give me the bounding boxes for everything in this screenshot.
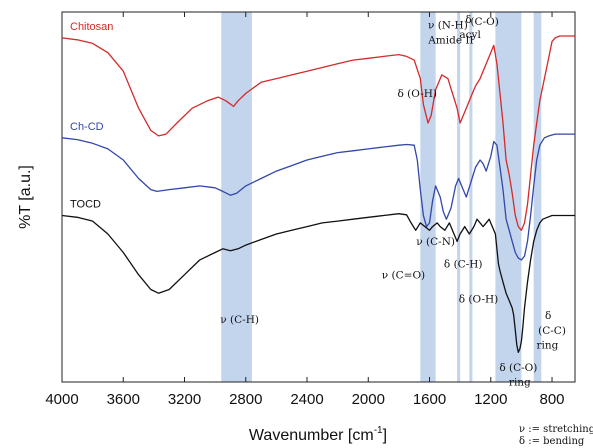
series-label: Ch-CD: [70, 121, 104, 133]
highlight-bands: [221, 12, 542, 382]
x-tick-label: 1200: [474, 391, 507, 408]
plot-frame: [61, 11, 576, 383]
x-tick-label: 2400: [290, 391, 323, 408]
series-label: TOCD: [70, 199, 101, 211]
series-label: Chitosan: [70, 21, 113, 33]
annotation-label: δ: [465, 14, 471, 26]
series-line-chitosan: [61, 35, 575, 231]
x-tick-label: 2000: [352, 391, 385, 408]
x-axis-title-sup: -1: [374, 425, 383, 436]
x-tick-label: 1600: [413, 391, 446, 408]
y-axis-title: %T [a.u.]: [17, 165, 34, 229]
x-tick-label: 4000: [45, 391, 78, 408]
annotation-label: δ (O-H): [397, 88, 437, 100]
highlight-band: [221, 12, 252, 382]
annotation-label: δ: [545, 310, 551, 322]
highlight-band: [420, 12, 436, 382]
annotation-label: (C-O): [470, 16, 498, 28]
x-axis-ticks: 4000 3600 3200 2800 2400 2000 1600 1200 800: [45, 12, 565, 408]
highlight-band: [457, 12, 461, 382]
annotation-label: ring: [509, 377, 531, 389]
series-layer: [61, 35, 575, 354]
series-labels: Chitosan Ch-CD TOCD: [70, 21, 113, 211]
annotation-label: ν (N-H): [428, 20, 468, 32]
x-tick-label: 3200: [168, 391, 201, 408]
x-axis-title-close: ]: [383, 427, 387, 444]
x-axis-title: Wavenumber [cm-1]: [249, 425, 387, 444]
annotation-label: (C-C): [538, 325, 566, 337]
note-bending: δ := bending: [519, 436, 585, 447]
annotation-label: ν (C-N): [416, 236, 455, 248]
note-stretching: ν := stretching: [519, 424, 593, 435]
x-tick-label: 800: [540, 391, 565, 408]
annotation-label: δ (O-H): [459, 293, 499, 305]
highlight-band: [469, 12, 473, 382]
annotation-label: ν (C=O): [382, 269, 425, 281]
annotation-label: ν (C-H): [220, 314, 259, 326]
annotation-label: ring: [536, 340, 558, 352]
annotation-label: δ (C-O): [499, 362, 537, 374]
annotation-label: Amide II: [427, 34, 473, 46]
highlight-band: [533, 12, 542, 382]
annotation-label: δ (C-H): [444, 258, 483, 270]
series-line-ch-cd: [61, 133, 575, 261]
x-axis-title-main: Wavenumber [cm: [249, 427, 374, 444]
x-tick-label: 2800: [229, 391, 262, 408]
annotations: ν (C-H) δ (O-H) ν (N-H) Amide II δ acyl(C-O) ν…: [220, 14, 566, 389]
x-tick-label: 3600: [107, 391, 140, 408]
annotation-label: acyl: [459, 29, 481, 41]
highlight-band: [495, 12, 522, 382]
series-line-tocd: [61, 213, 575, 354]
